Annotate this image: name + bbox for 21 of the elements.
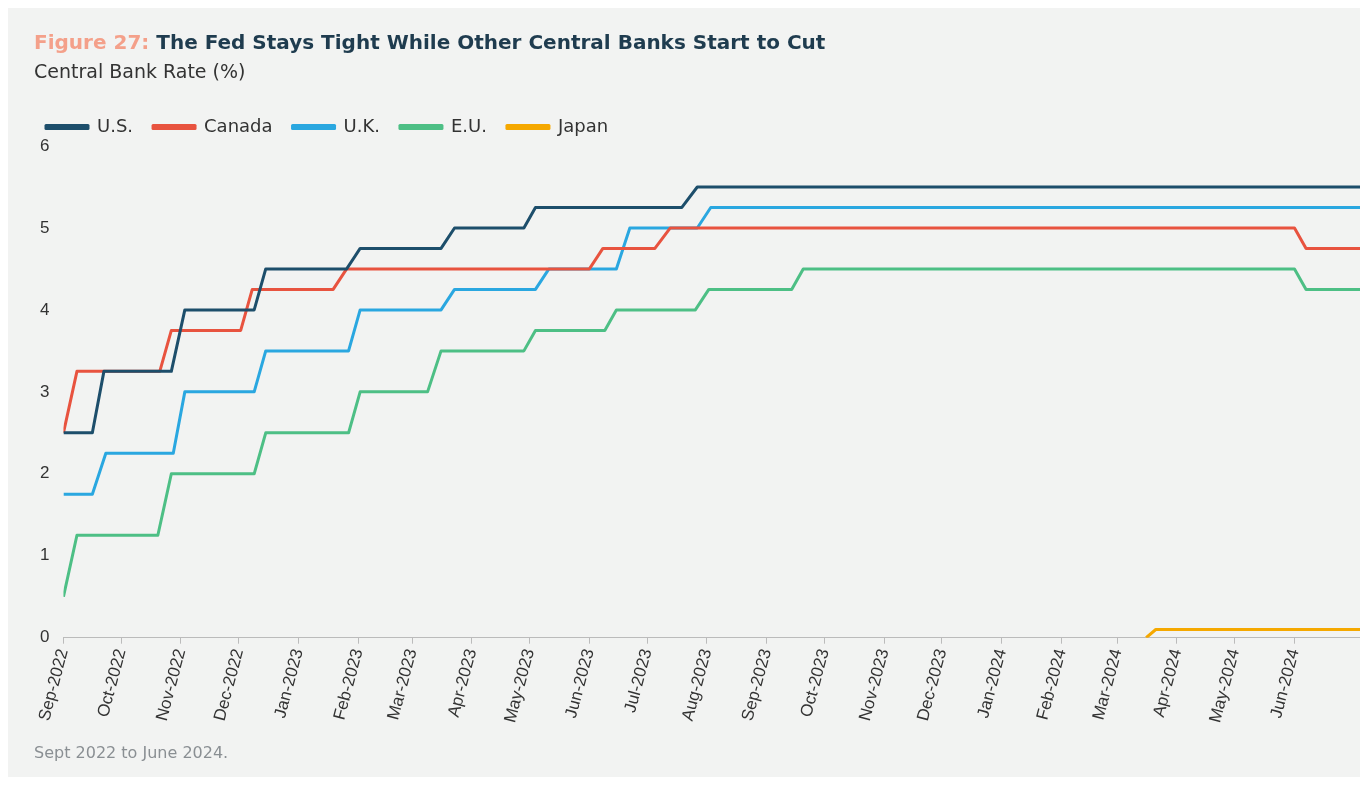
legend-label: Canada	[204, 114, 273, 136]
y-tick-label: 3	[39, 381, 50, 401]
chart-subtitle: Central Bank Rate (%)	[34, 60, 246, 82]
x-tick-label: Jun-2023	[561, 646, 598, 721]
y-tick-label: 6	[39, 135, 50, 155]
legend-label: U.S.	[97, 114, 134, 136]
y-tick-label: 5	[39, 217, 50, 237]
x-tick-label: Apr-2024	[1148, 646, 1186, 720]
legend-label: E.U.	[450, 114, 487, 136]
legend-label: U.K.	[343, 114, 380, 136]
x-tick-label: Jul-2023	[620, 646, 656, 715]
x-tick-label: Jan-2023	[270, 646, 307, 721]
text: Sept 2022 to June 2024.	[34, 743, 229, 762]
chart-title: Figure 27: The Fed Stays Tight While Other Central Banks Start to Cut	[34, 30, 826, 54]
x-tick-label: Oct-2023	[796, 646, 833, 720]
x-tick-label: Apr-2023	[443, 646, 481, 720]
y-tick-label: 4	[39, 299, 50, 319]
y-tick-label: 1	[39, 545, 50, 565]
legend-label: Japan	[556, 114, 609, 136]
y-tick-label: 0	[39, 627, 50, 647]
y-tick-label: 2	[39, 463, 50, 483]
